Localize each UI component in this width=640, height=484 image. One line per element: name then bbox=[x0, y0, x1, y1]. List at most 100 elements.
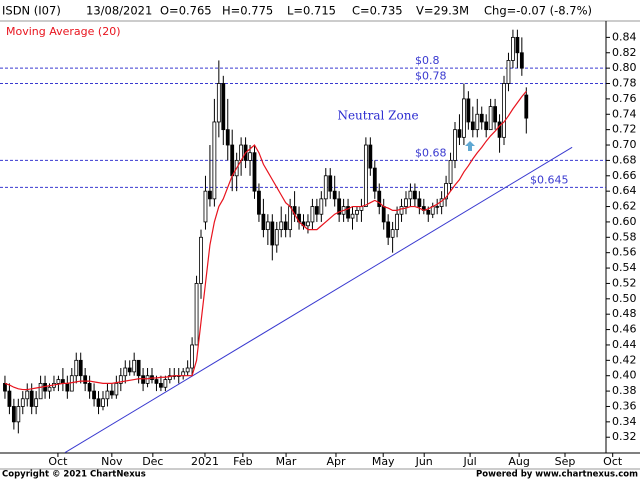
y-tick-label: 0.36 bbox=[612, 399, 637, 412]
candle-body bbox=[323, 175, 328, 200]
candle-body bbox=[346, 206, 350, 219]
candle-body bbox=[7, 390, 12, 407]
candle-body bbox=[368, 144, 373, 169]
annotation: Neutral Zone bbox=[337, 109, 418, 123]
y-tick-label: 0.32 bbox=[612, 430, 637, 443]
candle-body bbox=[479, 113, 484, 123]
candle-body bbox=[65, 382, 70, 392]
x-tick-label: May bbox=[372, 455, 395, 468]
candle-body bbox=[524, 94, 529, 119]
candle-body bbox=[123, 367, 128, 377]
y-tick-label: 0.34 bbox=[612, 415, 637, 428]
candle-body bbox=[74, 359, 79, 377]
candle-body bbox=[332, 190, 337, 200]
candle-body bbox=[96, 398, 101, 407]
x-tick-label: Feb bbox=[233, 455, 252, 468]
candle-body bbox=[257, 190, 261, 215]
y-tick-label: 0.52 bbox=[612, 276, 637, 289]
y-tick-label: 0.62 bbox=[612, 200, 637, 213]
candle-body bbox=[395, 213, 399, 231]
footer-right: Powered by www.chartnexus.com bbox=[476, 470, 638, 480]
candle-body bbox=[493, 106, 498, 123]
y-tick-label: 0.48 bbox=[612, 307, 637, 320]
candle-body bbox=[417, 198, 422, 207]
x-tick-label: Nov bbox=[101, 455, 123, 468]
header-text: L=0.715 bbox=[287, 4, 336, 18]
candle-body bbox=[163, 379, 168, 388]
y-tick-label: 0.46 bbox=[612, 323, 637, 336]
candle-body bbox=[56, 379, 61, 384]
candle-body bbox=[502, 83, 506, 138]
candle-body bbox=[265, 221, 270, 231]
y-tick-label: 0.66 bbox=[612, 169, 637, 182]
y-tick-label: 0.80 bbox=[612, 61, 637, 74]
x-tick-label: Dec bbox=[142, 455, 163, 468]
candle-body bbox=[114, 382, 119, 396]
level-label: $0.68 bbox=[415, 146, 447, 159]
candle-body bbox=[279, 221, 284, 231]
candle-body bbox=[470, 121, 475, 131]
candle-body bbox=[435, 206, 440, 208]
moving-average-line bbox=[4, 90, 527, 391]
candle-body bbox=[475, 113, 480, 131]
x-tick-label: Oct bbox=[48, 455, 68, 468]
candle-body bbox=[109, 390, 114, 396]
y-tick-label: 0.42 bbox=[612, 353, 637, 366]
y-tick-label: 0.60 bbox=[612, 215, 637, 228]
candle-body bbox=[199, 236, 203, 284]
x-tick-label: Jun bbox=[415, 455, 433, 468]
y-tick-label: 0.44 bbox=[612, 338, 637, 351]
x-tick-label: 2021 bbox=[191, 455, 219, 468]
candle-body bbox=[350, 213, 355, 219]
candle-body bbox=[457, 129, 462, 138]
candle-body bbox=[34, 398, 39, 407]
candle-body bbox=[426, 209, 431, 215]
candle-body bbox=[87, 382, 92, 392]
candle-body bbox=[399, 206, 404, 215]
candle-body bbox=[310, 206, 315, 223]
y-tick-label: 0.70 bbox=[612, 138, 637, 151]
candle-body bbox=[363, 144, 368, 207]
candle-body bbox=[101, 398, 105, 407]
header-text: H=0.775 bbox=[222, 4, 273, 18]
candle-body bbox=[212, 121, 217, 200]
y-tick-label: 0.58 bbox=[612, 230, 637, 243]
candle-body bbox=[328, 175, 333, 192]
candle-body bbox=[47, 386, 52, 392]
candle-body bbox=[412, 190, 417, 200]
candle-body bbox=[488, 106, 493, 131]
y-tick-label: 0.68 bbox=[612, 153, 637, 166]
level-label: $0.78 bbox=[415, 70, 447, 83]
y-tick-label: 0.82 bbox=[612, 46, 637, 59]
candle-body bbox=[38, 382, 43, 400]
marker-icon bbox=[465, 141, 475, 151]
y-tick-label: 0.84 bbox=[612, 30, 637, 43]
candle-body bbox=[230, 144, 235, 177]
candle-body bbox=[216, 83, 221, 123]
header-text: V=29.3M bbox=[416, 4, 469, 18]
candle-body bbox=[448, 160, 453, 184]
candle-body bbox=[314, 206, 319, 215]
candle-body bbox=[319, 198, 324, 215]
legend-entry: Moving Average (20) bbox=[6, 25, 121, 38]
level-label: $0.645 bbox=[530, 173, 569, 186]
candle-body bbox=[283, 221, 288, 231]
candle-body bbox=[118, 375, 123, 384]
candle-body bbox=[20, 398, 25, 407]
candle-body bbox=[270, 221, 275, 246]
candle-body bbox=[83, 375, 88, 384]
candle-body bbox=[248, 152, 252, 161]
level-label: $0.8 bbox=[415, 54, 440, 67]
candle-body bbox=[3, 382, 7, 392]
x-tick-label: Jul bbox=[462, 455, 476, 468]
header-text: Chg=-0.07 (-8.7%) bbox=[484, 4, 592, 18]
candle-body bbox=[261, 213, 266, 231]
candle-body bbox=[190, 344, 195, 369]
candle-body bbox=[453, 129, 457, 161]
candle-body bbox=[377, 190, 382, 207]
x-tick-label: Sep bbox=[555, 455, 576, 468]
candle-body bbox=[141, 375, 145, 384]
y-tick-label: 0.78 bbox=[612, 77, 637, 90]
